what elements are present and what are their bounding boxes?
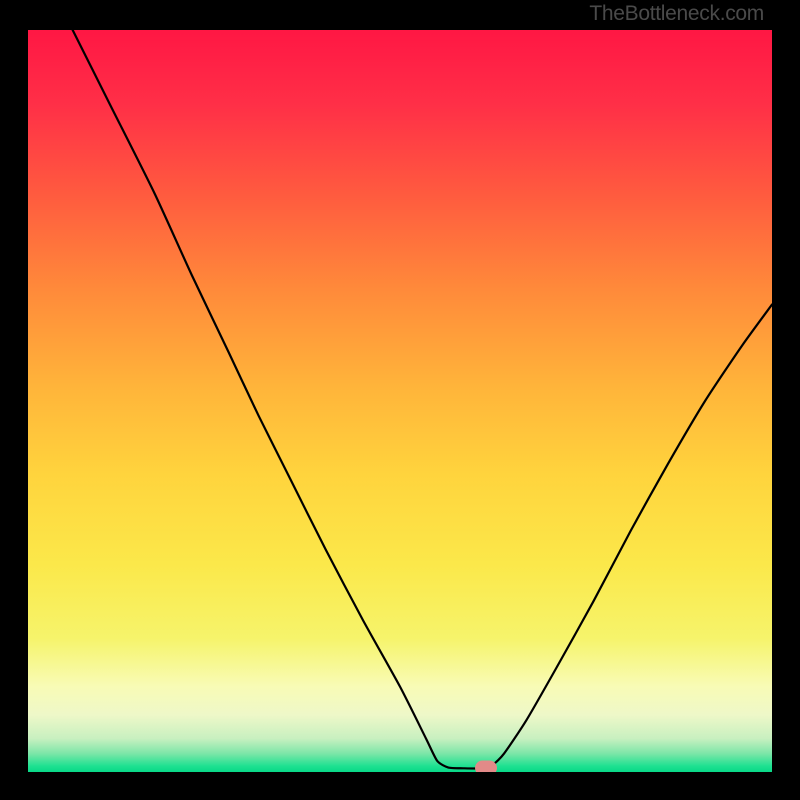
plot-area (28, 30, 772, 772)
optimal-point-marker (475, 761, 497, 772)
bottleneck-chart (0, 0, 800, 800)
bottleneck-curve (28, 30, 772, 772)
